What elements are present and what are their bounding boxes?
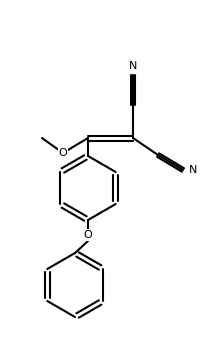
Text: O: O xyxy=(84,230,92,240)
Text: N: N xyxy=(129,61,137,71)
Text: O: O xyxy=(59,148,67,158)
Text: N: N xyxy=(189,165,197,175)
